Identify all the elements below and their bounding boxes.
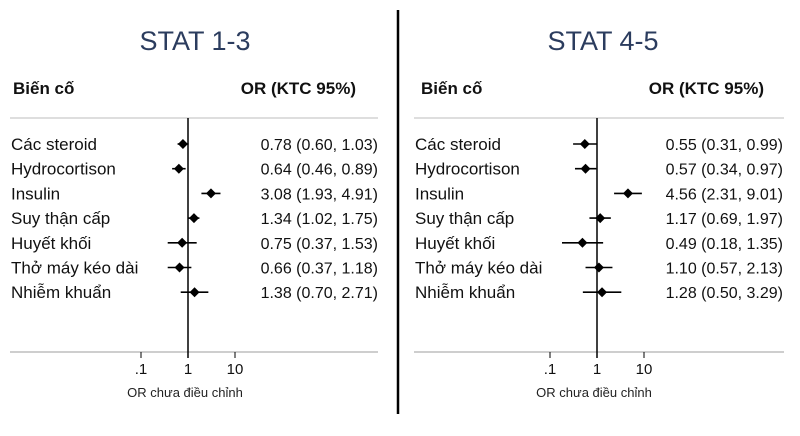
forest-row-hydrocortison: Hydrocortison 0.64 (0.46, 0.89) xyxy=(11,160,378,179)
forest-row-insulin: Insulin 3.08 (1.93, 4.91) xyxy=(11,184,378,203)
odds-ratio-point xyxy=(577,237,588,248)
row-label: Các steroid xyxy=(415,135,501,154)
row-label: Thở máy kéo dài xyxy=(415,259,542,278)
row-label: Suy thận cấp xyxy=(11,209,110,228)
row-label: Suy thận cấp xyxy=(415,209,514,228)
row-or-value: 4.56 (2.31, 9.01) xyxy=(666,186,783,203)
row-or-value: 1.28 (0.50, 3.29) xyxy=(666,285,783,302)
x-tick-label: .1 xyxy=(544,361,557,378)
row-or-value: 3.08 (1.93, 4.91) xyxy=(261,186,378,203)
row-label: Insulin xyxy=(11,184,60,203)
odds-ratio-point xyxy=(580,163,591,174)
forest-row-nhiem-khuan: Nhiễm khuẩn 1.38 (0.70, 2.71) xyxy=(11,283,378,302)
row-label: Insulin xyxy=(415,184,464,203)
row-label: Thở máy kéo dài xyxy=(11,259,138,278)
x-tick-label: .1 xyxy=(135,361,148,378)
row-label: Các steroid xyxy=(11,135,97,154)
forest-row-cac-steroid: Các steroid 0.78 (0.60, 1.03) xyxy=(11,135,378,154)
row-label: Hydrocortison xyxy=(11,160,116,179)
row-label: Hydrocortison xyxy=(415,160,520,179)
row-or-value: 0.66 (0.37, 1.18) xyxy=(261,261,378,278)
odds-ratio-point xyxy=(189,287,200,298)
x-axis-label: OR chưa điều chỉnh xyxy=(536,385,652,400)
forest-row-tho-may-keo-dai: Thở máy kéo dài 0.66 (0.37, 1.18) xyxy=(11,259,378,278)
row-label: Huyết khối xyxy=(415,234,495,253)
x-tick-label: 1 xyxy=(184,361,192,378)
column-header-event: Biến cố xyxy=(13,79,74,98)
odds-ratio-point xyxy=(177,139,188,149)
forest-row-insulin: Insulin 4.56 (2.31, 9.01) xyxy=(415,184,783,203)
row-or-value: 0.64 (0.46, 0.89) xyxy=(261,162,378,179)
forest-panel-stat-4-5: STAT 4-5 Biến cố OR (KTC 95%) .1 1 10 OR chưa … xyxy=(414,26,784,400)
row-label: Nhiễm khuẩn xyxy=(11,283,111,302)
row-or-value: 1.17 (0.69, 1.97) xyxy=(666,211,783,228)
forest-row-cac-steroid: Các steroid 0.55 (0.31, 0.99) xyxy=(415,135,783,154)
forest-row-huyet-khoi: Huyết khối 0.75 (0.37, 1.53) xyxy=(11,234,378,253)
row-or-value: 0.57 (0.34, 0.97) xyxy=(666,162,783,179)
column-header-event: Biến cố xyxy=(421,79,482,98)
x-tick-label: 1 xyxy=(593,361,601,378)
panel-title: STAT 1-3 xyxy=(139,26,250,56)
forest-row-nhiem-khuan: Nhiễm khuẩn 1.28 (0.50, 3.29) xyxy=(415,283,783,302)
odds-ratio-point xyxy=(579,139,590,149)
odds-ratio-point xyxy=(205,188,216,199)
odds-ratio-point xyxy=(597,287,608,298)
odds-ratio-point xyxy=(173,163,184,174)
x-tick-label: 10 xyxy=(636,361,653,378)
row-or-value: 0.55 (0.31, 0.99) xyxy=(666,137,783,154)
column-header-or: OR (KTC 95%) xyxy=(241,79,356,98)
x-tick-label: 10 xyxy=(227,361,244,378)
forest-row-tho-may-keo-dai: Thở máy kéo dài 1.10 (0.57, 2.13) xyxy=(415,259,783,278)
odds-ratio-point xyxy=(177,237,188,248)
odds-ratio-point xyxy=(595,213,606,224)
odds-ratio-point xyxy=(593,262,604,273)
x-axis-label: OR chưa điều chỉnh xyxy=(127,385,243,400)
row-or-value: 0.49 (0.18, 1.35) xyxy=(666,236,783,253)
forest-row-hydrocortison: Hydrocortison 0.57 (0.34, 0.97) xyxy=(415,160,783,179)
row-or-value: 1.38 (0.70, 2.71) xyxy=(261,285,378,302)
odds-ratio-point xyxy=(174,262,185,273)
odds-ratio-point xyxy=(622,188,633,199)
row-or-value: 1.34 (1.02, 1.75) xyxy=(261,211,378,228)
row-label: Huyết khối xyxy=(11,234,91,253)
row-label: Nhiễm khuẩn xyxy=(415,283,515,302)
column-header-or: OR (KTC 95%) xyxy=(649,79,764,98)
forest-row-suy-than-cap: Suy thận cấp 1.34 (1.02, 1.75) xyxy=(11,209,378,228)
forest-row-huyet-khoi: Huyết khối 0.49 (0.18, 1.35) xyxy=(415,234,783,253)
odds-ratio-point xyxy=(188,213,199,224)
row-or-value: 1.10 (0.57, 2.13) xyxy=(666,261,783,278)
row-or-value: 0.75 (0.37, 1.53) xyxy=(261,236,378,253)
forest-panel-stat-1-3: STAT 1-3 Biến cố OR (KTC 95%) .1 1 10 OR chưa … xyxy=(10,26,378,400)
panel-title: STAT 4-5 xyxy=(547,26,658,56)
forest-row-suy-than-cap: Suy thận cấp 1.17 (0.69, 1.97) xyxy=(415,209,783,228)
row-or-value: 0.78 (0.60, 1.03) xyxy=(261,137,378,154)
